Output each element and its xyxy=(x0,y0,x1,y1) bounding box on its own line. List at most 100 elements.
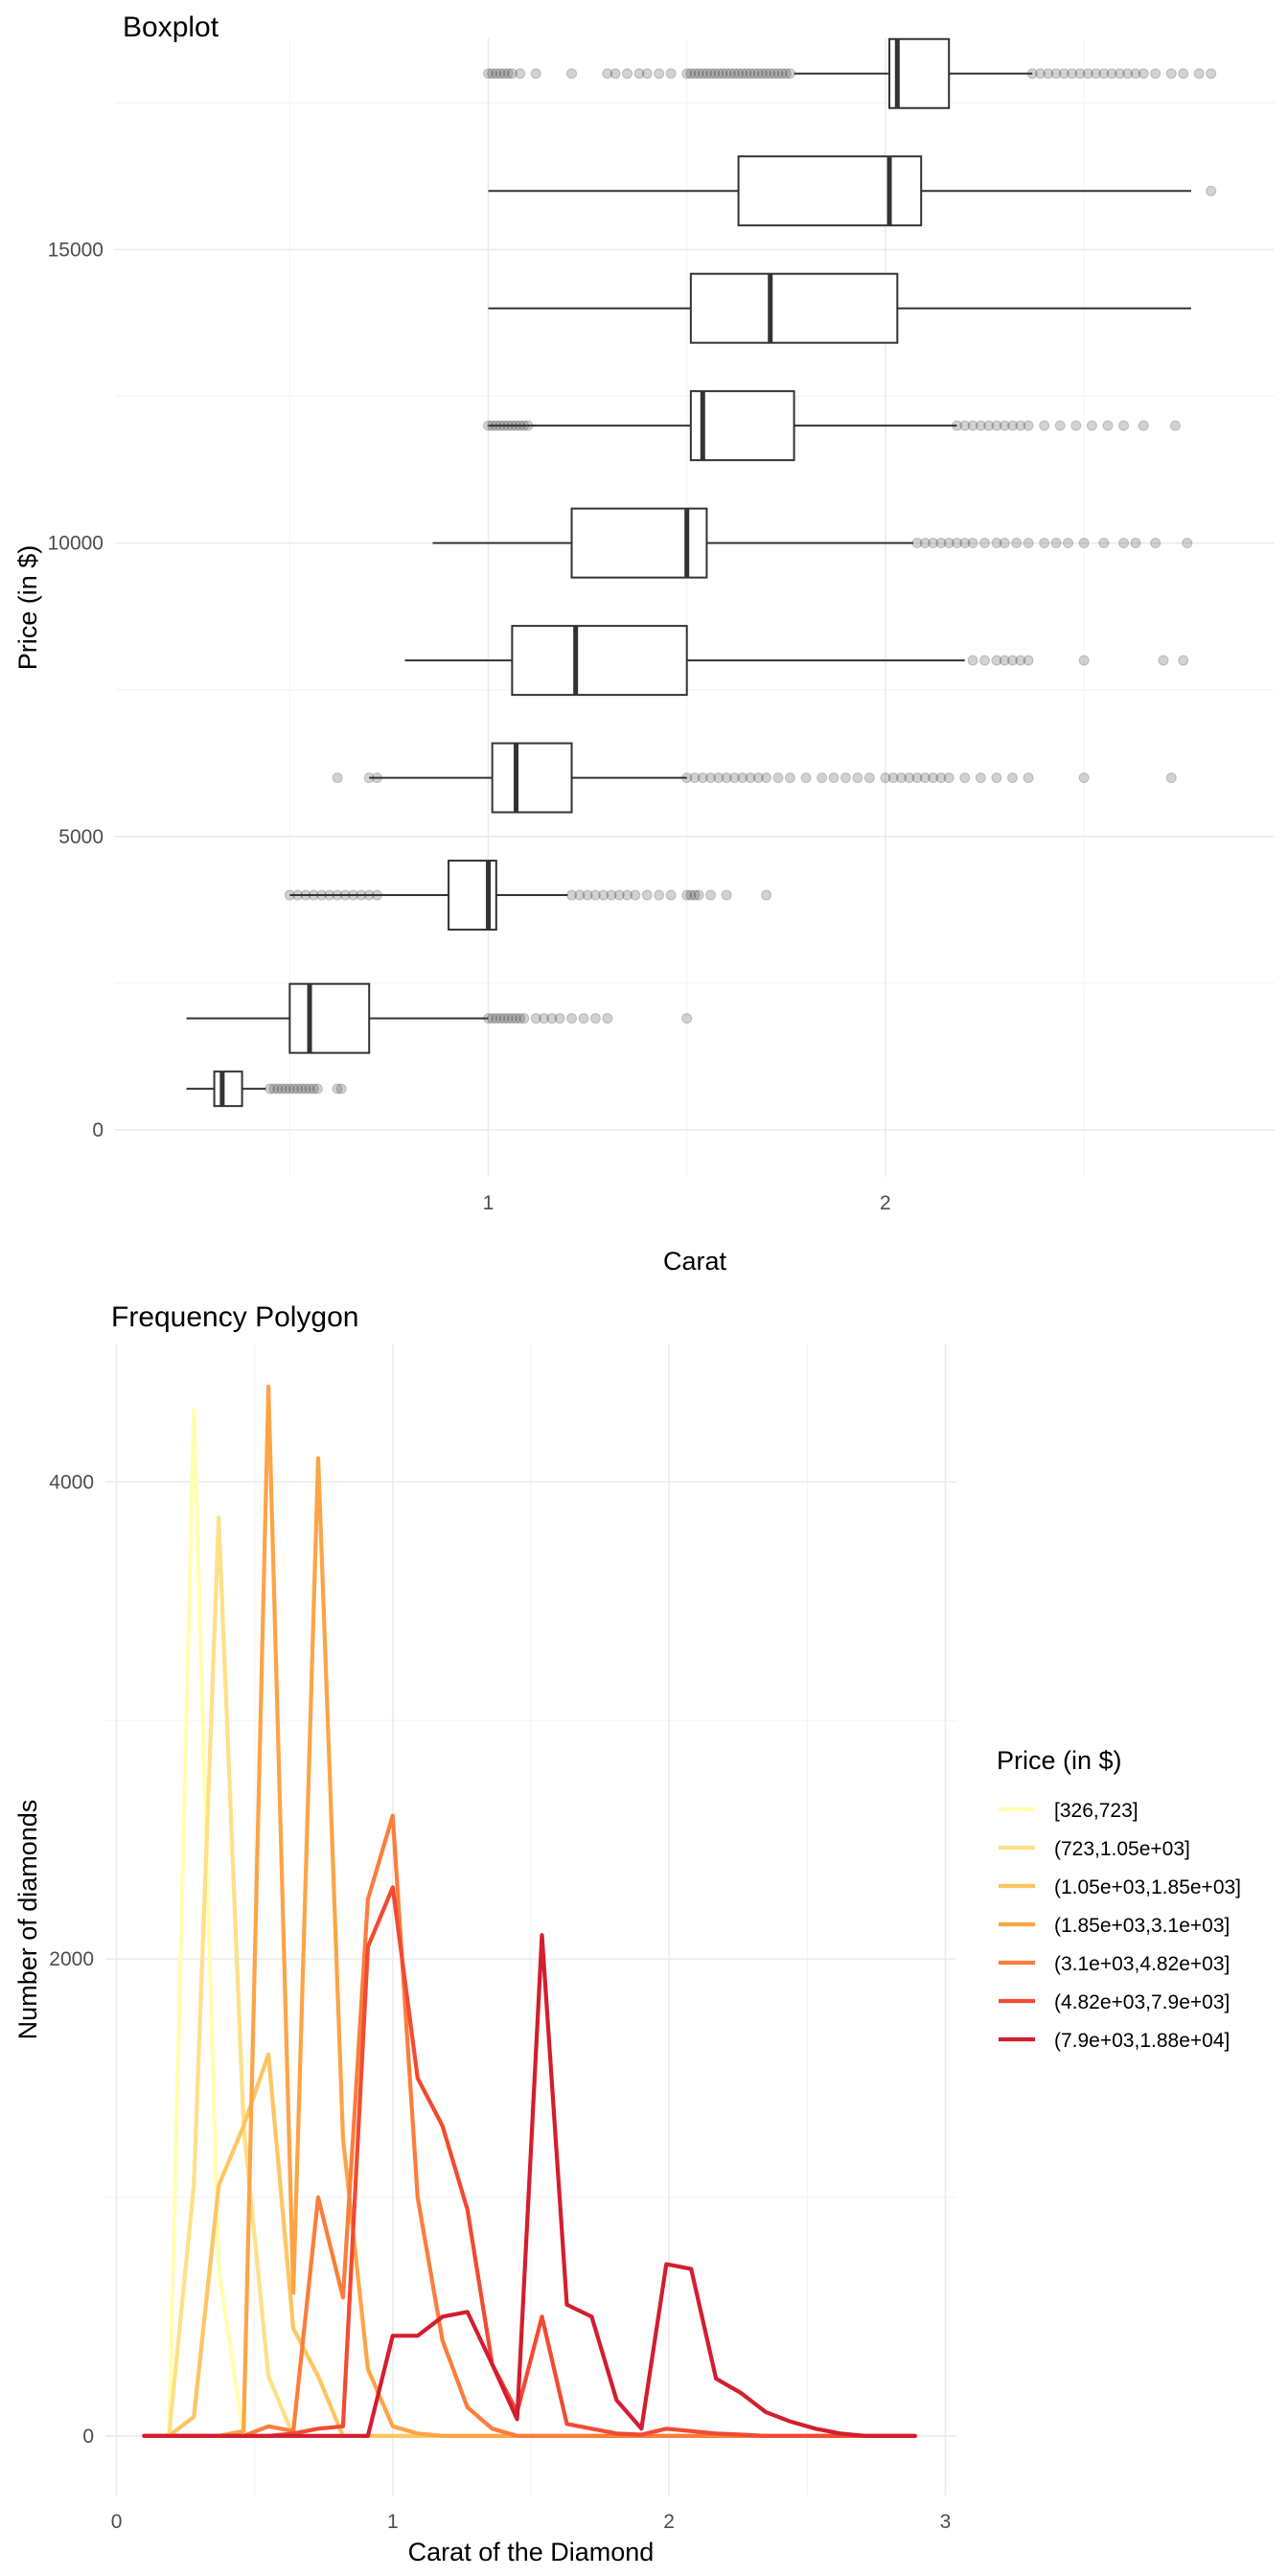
box-outlier xyxy=(975,772,986,784)
box-outlier xyxy=(935,538,947,549)
box-group xyxy=(284,860,772,932)
box-outlier xyxy=(1150,68,1162,80)
box-outlier xyxy=(494,420,506,431)
box-outlier xyxy=(308,1083,319,1094)
box-outlier xyxy=(1015,655,1026,666)
box-outlier xyxy=(943,772,954,784)
legend-label: (1.85e+03,3.1e+03] xyxy=(1054,1915,1230,1937)
box-outlier xyxy=(1082,68,1093,80)
box-outlier xyxy=(1165,772,1177,784)
box-outlier xyxy=(1058,68,1070,80)
box-outlier xyxy=(705,772,717,784)
box-outlier xyxy=(895,772,907,784)
box-outlier xyxy=(324,889,335,901)
box-outlier xyxy=(566,889,578,901)
box-outlier xyxy=(776,68,788,80)
box-outlier xyxy=(717,68,728,80)
box-outlier xyxy=(701,68,712,80)
box-outlier xyxy=(1098,538,1110,549)
legend-label: (4.82e+03,7.9e+03] xyxy=(1054,1991,1230,2013)
box-outlier xyxy=(685,68,697,80)
box-outlier xyxy=(904,772,915,784)
box-outlier xyxy=(498,68,510,80)
box-outlier xyxy=(518,420,530,431)
box-outlier xyxy=(566,68,578,80)
freq-x-axis-title: Carat of the Diamond xyxy=(408,2538,655,2566)
box-outlier xyxy=(1050,538,1062,549)
box-outlier xyxy=(491,420,502,431)
box-outlier xyxy=(1023,772,1034,784)
box-outlier xyxy=(363,889,375,901)
box-outlier xyxy=(756,68,768,80)
freq-series-line xyxy=(142,1813,917,2438)
box-outlier xyxy=(728,68,740,80)
box-outlier xyxy=(780,68,792,80)
box-outlier xyxy=(530,1013,541,1024)
box-outlier xyxy=(491,68,502,80)
box-outlier xyxy=(967,420,978,431)
box-outlier xyxy=(1078,772,1090,784)
box-outlier xyxy=(863,772,875,784)
box-outlier xyxy=(1158,655,1169,666)
freq-y-tick-label: 4000 xyxy=(49,1471,94,1493)
box-iqr xyxy=(689,272,899,344)
box-group xyxy=(483,37,1217,109)
legend-title: Price (in $) xyxy=(997,1746,1122,1775)
box-outlier xyxy=(681,772,693,784)
boxplot-y-tick-label: 0 xyxy=(92,1119,104,1141)
freq-y-tick-label: 0 xyxy=(82,2426,94,2448)
box-outlier xyxy=(967,538,978,549)
box-outlier xyxy=(483,1013,494,1024)
box-outlier xyxy=(332,889,343,901)
box-outlier xyxy=(554,1013,565,1024)
box-outlier xyxy=(1050,68,1062,80)
box-outlier xyxy=(979,538,990,549)
box-outlier xyxy=(1138,68,1149,80)
box-outlier xyxy=(276,1083,288,1094)
box-outlier xyxy=(1086,420,1097,431)
freq-x-tick-label: 2 xyxy=(663,2511,675,2533)
box-outlier xyxy=(840,772,851,784)
legend-label: (1.05e+03,1.85e+03] xyxy=(1054,1876,1241,1898)
boxplot-x-tick-label: 2 xyxy=(880,1192,891,1214)
box-outlier xyxy=(574,889,586,901)
box-outlier xyxy=(752,772,764,784)
box-outlier xyxy=(296,1083,308,1094)
box-outlier xyxy=(1150,538,1162,549)
box-outlier xyxy=(1007,655,1019,666)
legend-label: (3.1e+03,4.82e+03] xyxy=(1054,1953,1230,1975)
box-outlier xyxy=(1165,68,1177,80)
box-outlier xyxy=(928,538,939,549)
box-outlier xyxy=(991,655,1002,666)
box-group xyxy=(483,390,1181,462)
box-outlier xyxy=(816,772,828,784)
box-outlier xyxy=(363,772,375,784)
box-outlier xyxy=(828,772,840,784)
box-outlier xyxy=(728,772,740,784)
box-outlier xyxy=(598,889,610,901)
box-outlier xyxy=(1035,68,1046,80)
box-outlier xyxy=(951,538,962,549)
box-outlier xyxy=(991,420,1002,431)
box-outlier xyxy=(494,68,506,80)
box-outlier xyxy=(506,1013,518,1024)
box-outlier xyxy=(371,772,382,784)
box-outlier xyxy=(693,889,704,901)
box-outlier xyxy=(999,655,1010,666)
box-outlier xyxy=(713,772,724,784)
box-outlier xyxy=(654,68,665,80)
box-outlier xyxy=(546,1013,558,1024)
box-outlier xyxy=(502,68,514,80)
box-outlier xyxy=(582,889,593,901)
box-outlier xyxy=(1138,420,1149,431)
box-outlier xyxy=(1178,68,1189,80)
box-outlier xyxy=(761,68,772,80)
box-outlier xyxy=(784,68,795,80)
box-outlier xyxy=(284,889,295,901)
box-outlier xyxy=(280,1083,291,1094)
frequency-polygon-panel: 0 1 2 3 0 2000 4000 Frequency Polygon Carat of t… xyxy=(13,1301,1241,2566)
box-group xyxy=(186,982,693,1054)
freq-series-line xyxy=(142,1515,917,2438)
box-outlier xyxy=(641,68,653,80)
boxplot-y-tick-label: 10000 xyxy=(48,533,104,555)
